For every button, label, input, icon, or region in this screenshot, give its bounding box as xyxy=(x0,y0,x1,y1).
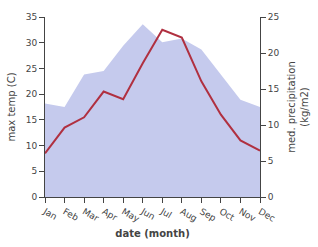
svg-text:25: 25 xyxy=(268,12,279,22)
svg-text:date (month): date (month) xyxy=(115,228,189,239)
svg-text:Dec: Dec xyxy=(257,206,277,223)
svg-text:0: 0 xyxy=(31,192,37,202)
svg-text:Jun: Jun xyxy=(139,206,157,222)
svg-text:Feb: Feb xyxy=(61,206,80,223)
svg-text:max temp (C): max temp (C) xyxy=(6,72,17,141)
svg-text:Jan: Jan xyxy=(41,206,59,222)
svg-text:15: 15 xyxy=(268,84,279,94)
svg-text:Apr: Apr xyxy=(100,206,119,223)
svg-text:Nov: Nov xyxy=(237,206,258,224)
svg-text:30: 30 xyxy=(26,38,38,48)
svg-text:25: 25 xyxy=(26,64,37,74)
svg-text:35: 35 xyxy=(26,12,37,22)
svg-text:Sep: Sep xyxy=(198,206,218,223)
svg-text:5: 5 xyxy=(268,156,274,166)
svg-text:0: 0 xyxy=(268,192,274,202)
svg-text:Aug: Aug xyxy=(179,206,199,223)
svg-text:Mar: Mar xyxy=(81,206,101,223)
svg-text:15: 15 xyxy=(26,115,37,125)
svg-text:20: 20 xyxy=(26,89,38,99)
svg-text:Oct: Oct xyxy=(218,206,237,223)
svg-text:med. precipitation(kg/m2): med. precipitation(kg/m2) xyxy=(286,61,310,153)
svg-text:20: 20 xyxy=(268,48,280,58)
svg-text:10: 10 xyxy=(26,141,38,151)
svg-text:May: May xyxy=(120,206,142,224)
svg-text:10: 10 xyxy=(268,120,280,130)
svg-text:5: 5 xyxy=(31,166,37,176)
svg-text:Jul: Jul xyxy=(158,206,173,221)
